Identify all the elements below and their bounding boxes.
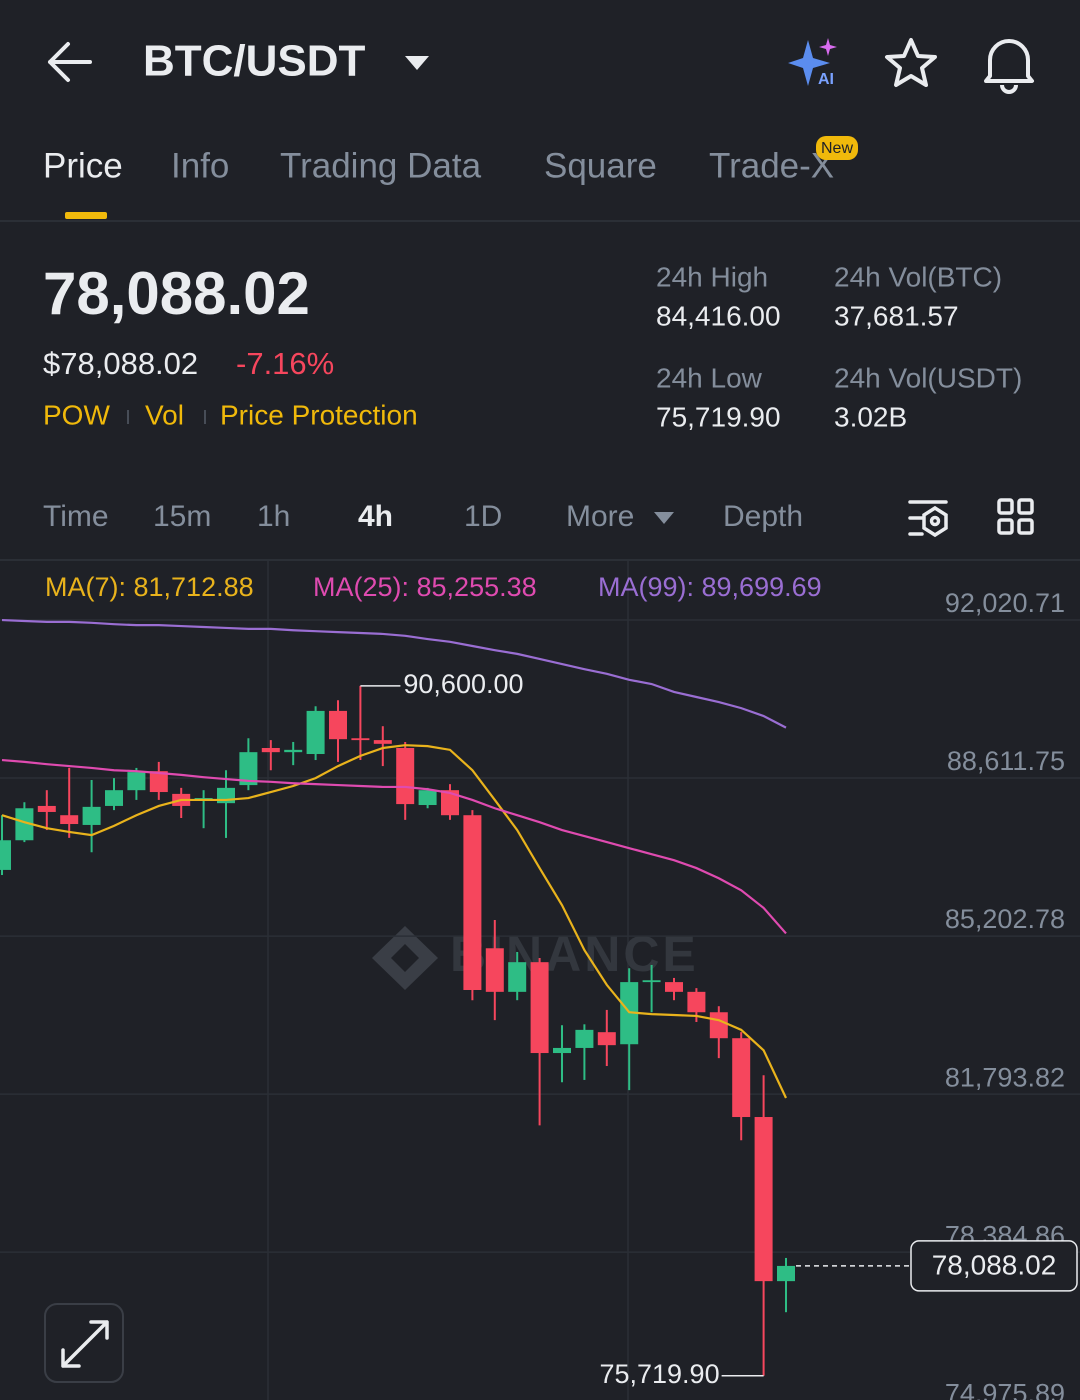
tag[interactable]: POW [43,399,110,430]
layout-button[interactable] [997,498,1034,535]
last-price: 78,088.02 [43,260,310,327]
candle-body [329,710,347,740]
badge: New [821,140,853,157]
interval-option[interactable]: More [566,500,634,533]
high-label: 90,600.00 [403,669,523,699]
tag-separator [204,410,206,424]
tag-separator [127,410,129,424]
legend-entry: MA(7): 81,712.88 [45,572,254,602]
candle-body [261,747,280,753]
legend-entry: MA(25): 85,255.38 [313,572,537,602]
last-price-label: 78,088.02 [932,1249,1057,1280]
candle-body [575,1029,594,1048]
candle-body [642,980,661,983]
tag[interactable]: Price Protection [220,399,418,430]
favorite-button[interactable] [885,38,937,87]
divider [0,559,1080,561]
interval-option[interactable]: 1D [464,500,502,533]
candle-body [553,1047,571,1054]
last-price-tag [910,1240,1078,1292]
tag[interactable]: Vol [145,399,184,430]
active-tab-indicator [65,212,107,219]
y-tick-label: 81,793.82 [945,1062,1065,1092]
legend-entry: MA(99): 89,699.69 [598,572,822,602]
watermark-logo [372,926,438,990]
candle-body [597,1032,616,1046]
ma-line [1,744,787,1099]
stat-value: 84,416.00 [656,300,781,331]
candle-body [463,815,482,990]
low-label: 75,719.90 [599,1359,719,1389]
usd-price: $78,088.02 [43,346,198,381]
tab[interactable]: Trading Data [280,146,482,185]
stat-label: 24h High [656,261,768,292]
back-button[interactable] [48,42,92,82]
interval-option[interactable]: 4h [358,500,393,533]
ai-button[interactable]: AI [788,38,837,88]
fullscreen-icon [61,1320,109,1368]
candle-body [239,752,258,786]
candle-body [441,790,459,816]
candle-body [396,747,415,805]
y-tick-label: 92,020.71 [945,588,1065,618]
candle-body [105,790,123,806]
candle-body [754,1117,773,1282]
candle-body [418,790,437,806]
tab[interactable]: Info [171,146,229,185]
interval-option[interactable]: 15m [153,500,211,533]
candle-body [351,738,370,741]
stat-label: 24h Vol(BTC) [834,261,1002,292]
stat-label: 24h Low [656,362,763,393]
divider [0,220,1080,222]
candle-body [127,772,146,791]
candle-body [485,948,504,992]
stat-label: 24h Vol(USDT) [834,362,1022,393]
candle-body [15,808,34,841]
candle-body [530,962,549,1054]
candle-body [306,710,325,755]
candle-body [284,749,303,753]
pair-title[interactable]: BTC/USDT [143,37,366,86]
candle-body [82,806,101,825]
interval-option[interactable]: 1h [257,500,290,533]
candle-body [373,740,392,744]
stat-value: 37,681.57 [834,300,959,331]
stat-value: 75,719.90 [656,401,781,432]
more-dropdown[interactable] [654,512,674,524]
y-tick-label: 85,202.78 [945,904,1065,934]
chart-settings-button[interactable] [908,500,948,538]
candle-body [777,1265,795,1282]
candle-body [508,962,527,992]
candle-body [60,815,79,825]
candle-body [149,771,168,793]
badge-bg [816,136,858,160]
candle-body [665,982,683,992]
ma-line [1,758,787,935]
pair-dropdown[interactable] [405,56,429,70]
ai-icon-text: AI [818,71,834,88]
price-change: -7.16% [236,346,334,381]
candle-body [709,1012,728,1039]
tab[interactable]: Square [544,146,657,185]
alert-button[interactable] [984,39,1034,94]
interval-option[interactable]: Depth [723,500,803,533]
candle-body [37,805,56,812]
tab[interactable]: Price [43,146,123,185]
fullscreen-button[interactable] [44,1303,124,1383]
y-tick-label: 88,611.75 [947,746,1065,776]
stat-value: 3.02B [834,401,907,432]
candle-body [732,1038,751,1118]
candle-body [687,991,706,1013]
y-tick-label: 74,975.89 [945,1378,1065,1400]
interval-option[interactable]: Time [43,500,109,533]
ma-line [1,618,787,729]
candle-body [0,840,11,870]
tab[interactable]: Trade-X [709,146,834,185]
